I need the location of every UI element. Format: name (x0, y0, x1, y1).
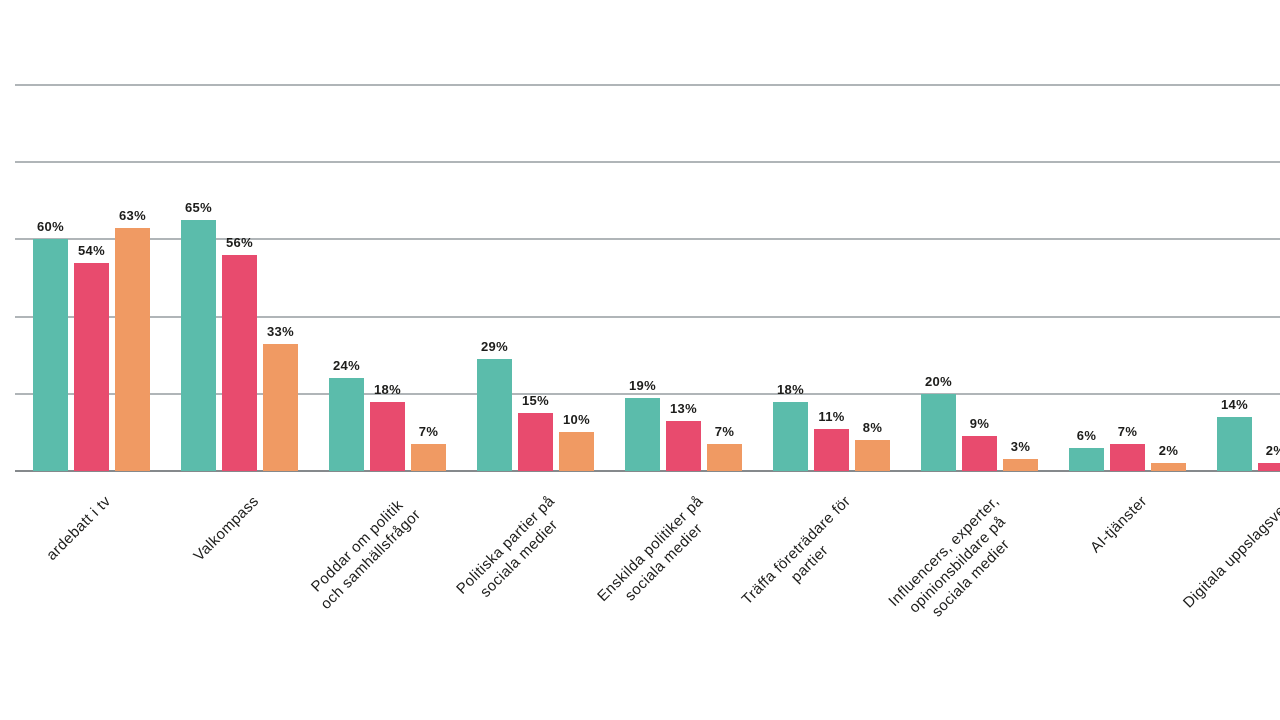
bar-series-teal (33, 239, 68, 471)
value-label: 2% (1158, 443, 1179, 459)
bar-series-pink (518, 413, 553, 471)
gridline (15, 315, 1280, 318)
category-label: Influencers, experter, opinionsbildare på… (884, 492, 1013, 621)
bar-series-teal (773, 401, 808, 471)
bar-series-teal (1069, 447, 1104, 471)
value-label: 19% (629, 377, 656, 393)
bar-series-orange (411, 443, 446, 471)
bar-series-pink (814, 428, 849, 471)
bar-series-orange (855, 440, 890, 471)
bar-series-pink (74, 262, 109, 471)
bar-series-pink (1110, 443, 1145, 471)
bar-series-pink (370, 401, 405, 471)
value-label: 65% (185, 200, 212, 216)
bar-series-orange (559, 432, 594, 471)
value-label: 54% (78, 242, 105, 258)
value-label: 20% (925, 373, 952, 389)
value-label: 3% (1010, 439, 1031, 455)
gridline (15, 392, 1280, 395)
category-label: Digitala uppslagsverk (1179, 492, 1280, 612)
value-label: 11% (818, 408, 845, 424)
x-axis-line (15, 470, 1280, 472)
value-label: 56% (226, 234, 253, 250)
category-label: AI-tjänster (1086, 492, 1151, 557)
category-label: Valkompass (190, 492, 263, 565)
bar-series-teal (329, 378, 364, 471)
value-label: 15% (522, 393, 549, 409)
bar-series-orange (1151, 463, 1186, 471)
bar-series-orange (1003, 459, 1038, 471)
category-label: Politiska partier på sociala medier (453, 492, 562, 601)
bar-series-orange (115, 227, 150, 471)
value-label: 29% (481, 339, 508, 355)
value-label: 24% (333, 358, 360, 374)
bar-series-teal (1217, 416, 1252, 471)
category-label: Enskilda politiker på sociala medier (593, 492, 707, 606)
bar-series-pink (222, 254, 257, 471)
category-label: ardebatt i tv (43, 492, 115, 564)
value-label: 63% (119, 207, 146, 223)
value-label: 14% (1221, 396, 1248, 412)
gridline (15, 161, 1280, 164)
bar-series-teal (921, 393, 956, 471)
gridline (15, 238, 1280, 241)
bar-series-teal (181, 220, 216, 471)
value-label: 10% (563, 412, 590, 428)
value-label: 8% (862, 420, 883, 436)
value-label: 60% (37, 219, 64, 235)
value-label: 18% (777, 381, 804, 397)
category-label: Poddar om politik och samhällsfrågor (307, 496, 424, 613)
gridline (15, 84, 1280, 86)
bar-series-teal (625, 397, 660, 471)
bar-series-pink (962, 436, 997, 471)
value-label: 7% (1117, 423, 1138, 439)
value-label: 33% (267, 323, 294, 339)
value-label: 7% (418, 423, 439, 439)
value-label: 13% (670, 400, 697, 416)
value-label: 6% (1076, 427, 1097, 443)
value-label: 2% (1265, 443, 1280, 459)
category-label: Träffa företrädare för partier (738, 492, 855, 609)
bar-series-teal (477, 359, 512, 471)
value-label: 7% (714, 423, 735, 439)
bar-series-orange (707, 443, 742, 471)
bar-series-pink (1258, 463, 1280, 471)
bar-series-orange (263, 343, 298, 471)
value-label: 9% (969, 416, 990, 432)
bar-series-pink (666, 420, 701, 471)
value-label: 18% (374, 381, 401, 397)
